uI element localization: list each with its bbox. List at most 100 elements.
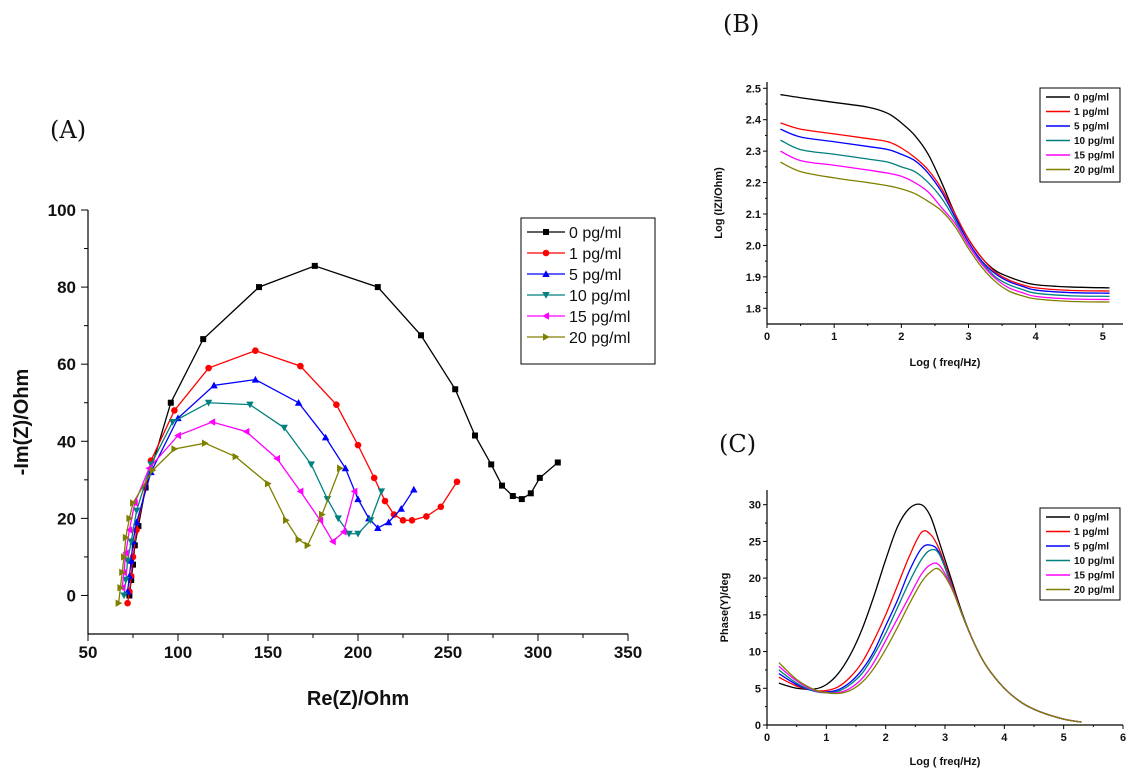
- y-tick-label: 2.3: [746, 146, 761, 158]
- data-point: [122, 549, 129, 557]
- data-point: [408, 516, 416, 524]
- panel-label-b: (B): [723, 10, 759, 38]
- legend-label: 20 pg/ml: [1074, 585, 1115, 596]
- y-tick-label: 5: [755, 683, 761, 695]
- data-point: [453, 478, 461, 486]
- y-axis-title: -Im(Z)/Ohm: [11, 369, 33, 476]
- data-point: [341, 464, 350, 472]
- series-line: [778, 562, 1082, 723]
- legend-label: 10 pg/ml: [1074, 556, 1115, 567]
- x-tick-label: 5: [1061, 732, 1067, 744]
- data-point: [509, 493, 516, 500]
- x-tick-label: 0: [764, 732, 770, 744]
- data-point: [280, 424, 288, 432]
- data-point: [147, 461, 155, 469]
- data-point: [132, 507, 141, 515]
- series-line: [128, 265, 559, 596]
- series-line: [780, 139, 1110, 297]
- legend-label: 0 pg/ml: [569, 225, 621, 242]
- data-point: [273, 454, 280, 463]
- data-point: [339, 528, 347, 536]
- legend-label: 10 pg/ml: [569, 288, 630, 305]
- data-point: [329, 537, 336, 546]
- data-point: [304, 541, 312, 550]
- data-point: [381, 497, 389, 505]
- data-point: [127, 557, 135, 564]
- data-point: [242, 427, 250, 436]
- x-tick-label: 0: [764, 331, 770, 343]
- x-axis-title: Re(Z)/Ohm: [307, 688, 409, 710]
- x-tick-label: 3: [942, 732, 948, 744]
- y-tick-label: 100: [48, 201, 76, 220]
- y-tick-label: 2.2: [746, 178, 761, 190]
- y-tick-label: 15: [749, 610, 761, 622]
- data-point: [124, 599, 131, 607]
- x-tick-label: 2: [898, 331, 904, 343]
- legend-label: 0 pg/ml: [1074, 93, 1109, 104]
- data-point: [366, 517, 375, 525]
- legend-marker: [543, 333, 550, 341]
- x-tick-label: 250: [434, 643, 462, 662]
- y-tick-label: 30: [749, 500, 761, 512]
- legend: 0 pg/ml 1 pg/ml 5 pg/ml 10 pg/ml 15 pg/ml 20 …: [1039, 87, 1121, 183]
- data-point: [397, 505, 405, 512]
- series-line: [780, 150, 1110, 301]
- data-point: [256, 284, 262, 291]
- data-point: [488, 461, 495, 468]
- data-point: [423, 513, 430, 520]
- data-point: [307, 461, 315, 469]
- data-point: [295, 535, 303, 544]
- legend-label: 5 pg/ml: [1074, 542, 1109, 553]
- y-tick-label: 1.9: [746, 272, 761, 284]
- series-line: [780, 122, 1110, 292]
- data-point: [121, 553, 128, 561]
- x-tick-label: 1: [823, 732, 829, 744]
- data-point: [370, 474, 378, 482]
- data-point: [122, 533, 130, 542]
- x-tick-label: 2: [883, 732, 889, 744]
- series-line: [778, 567, 1082, 723]
- data-point: [127, 538, 135, 546]
- y-tick-label: 80: [57, 278, 76, 297]
- data-point: [232, 452, 240, 461]
- x-axis-title: Log ( freq/Hz): [910, 756, 981, 768]
- data-point: [119, 568, 126, 577]
- data-point: [390, 511, 398, 518]
- y-tick-label: 40: [57, 432, 76, 451]
- data-point: [204, 399, 213, 407]
- data-point: [499, 482, 505, 489]
- data-point: [354, 441, 362, 449]
- x-tick-label: 6: [1120, 732, 1126, 744]
- data-point: [337, 464, 344, 472]
- data-point: [377, 488, 386, 496]
- x-tick-label: 100: [164, 643, 192, 662]
- nyquist-chart: 50 100 150 200 250 300 350 0 20 40 60 80 100 Re(Z)/Oh…: [11, 201, 656, 710]
- data-point: [437, 503, 445, 511]
- data-point: [536, 474, 543, 481]
- x-tick-label: 3: [965, 331, 971, 343]
- x-tick-label: 4: [1001, 732, 1008, 744]
- y-tick-label: 2.4: [746, 115, 762, 127]
- data-point: [384, 518, 393, 526]
- x-tick-label: 150: [254, 643, 282, 662]
- data-point: [354, 530, 362, 538]
- data-point: [168, 419, 177, 426]
- legend: 0 pg/ml 1 pg/ml 5 pg/ml 10 pg/ml 15 pg/ml 20 …: [1039, 507, 1121, 601]
- y-axis-title: Log (IZI/Ohm): [713, 167, 725, 239]
- data-point: [171, 445, 179, 453]
- data-point: [418, 332, 424, 339]
- data-point: [294, 399, 303, 406]
- x-tick-label: 300: [524, 643, 552, 662]
- data-point: [130, 499, 137, 507]
- legend-label: 1 pg/ml: [1074, 527, 1109, 538]
- legend-label: 0 pg/ml: [1074, 513, 1109, 524]
- data-point: [251, 375, 260, 383]
- legend-label: 1 pg/ml: [569, 246, 621, 263]
- data-point: [252, 347, 259, 354]
- data-point: [283, 516, 290, 525]
- data-point: [202, 439, 209, 447]
- data-point: [167, 399, 174, 406]
- data-point: [200, 336, 207, 343]
- data-point: [350, 487, 358, 496]
- y-tick-label: 2.1: [746, 209, 761, 221]
